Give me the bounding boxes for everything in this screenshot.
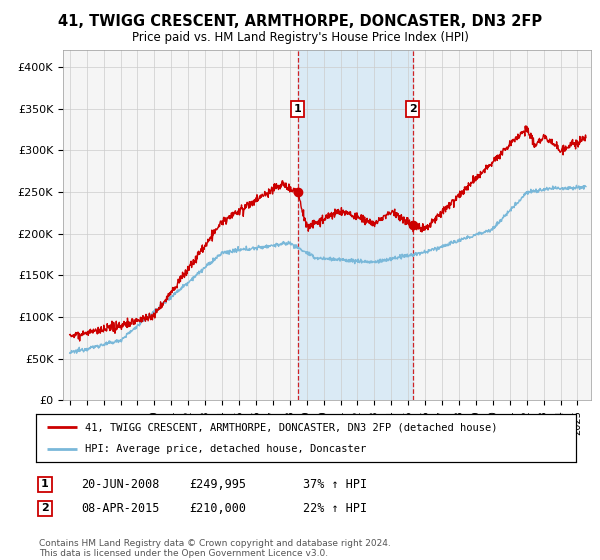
Text: Price paid vs. HM Land Registry's House Price Index (HPI): Price paid vs. HM Land Registry's House …	[131, 31, 469, 44]
Text: 2: 2	[41, 503, 49, 514]
Text: 37% ↑ HPI: 37% ↑ HPI	[303, 478, 367, 491]
Text: £210,000: £210,000	[189, 502, 246, 515]
Text: 41, TWIGG CRESCENT, ARMTHORPE, DONCASTER, DN3 2FP: 41, TWIGG CRESCENT, ARMTHORPE, DONCASTER…	[58, 14, 542, 29]
Text: 22% ↑ HPI: 22% ↑ HPI	[303, 502, 367, 515]
Text: 41, TWIGG CRESCENT, ARMTHORPE, DONCASTER, DN3 2FP (detached house): 41, TWIGG CRESCENT, ARMTHORPE, DONCASTER…	[85, 422, 497, 432]
Text: HPI: Average price, detached house, Doncaster: HPI: Average price, detached house, Donc…	[85, 444, 366, 454]
Text: Contains HM Land Registry data © Crown copyright and database right 2024.
This d: Contains HM Land Registry data © Crown c…	[39, 539, 391, 558]
Text: 2: 2	[409, 104, 416, 114]
Bar	[298, 50, 413, 400]
Text: 20-JUN-2008: 20-JUN-2008	[81, 478, 160, 491]
Text: 1: 1	[294, 104, 302, 114]
Text: £249,995: £249,995	[189, 478, 246, 491]
Text: 1: 1	[41, 479, 49, 489]
Text: 08-APR-2015: 08-APR-2015	[81, 502, 160, 515]
